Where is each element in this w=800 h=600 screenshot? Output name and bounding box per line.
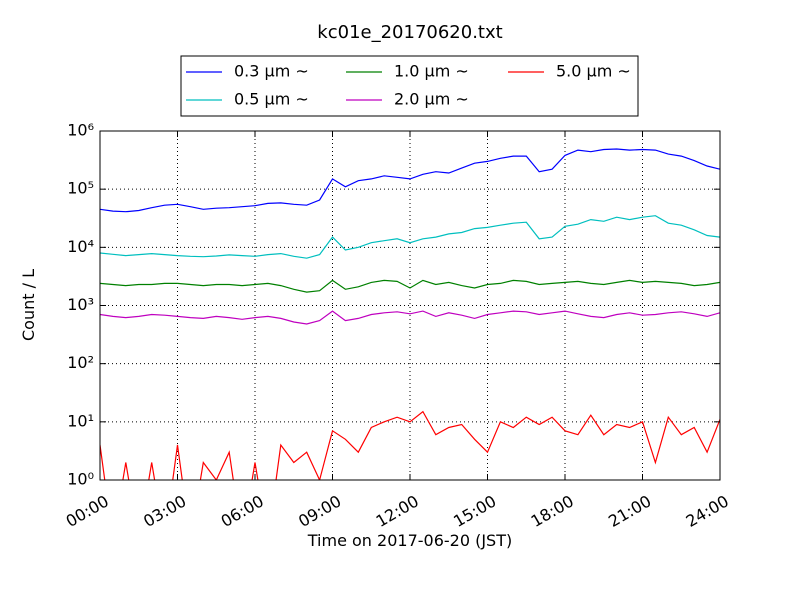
legend-label: 0.5 μm ~ [234,90,309,109]
legend-label: 5.0 μm ~ [556,62,631,81]
plot-lines [100,148,720,480]
series-line [100,279,720,293]
legend-label: 1.0 μm ~ [394,62,469,81]
series-line [100,148,720,213]
y-axis-label: Count / L [19,269,38,341]
y-tick-label: 10⁵ [67,179,94,198]
y-tick-label: 10² [67,353,94,372]
y-tick-label: 10⁴ [67,237,94,256]
legend-label: 0.3 μm ~ [234,62,309,81]
series-line [100,215,720,259]
legend-label: 2.0 μm ~ [394,90,469,109]
y-tick-label: 10³ [67,295,94,314]
y-tick-label: 10⁶ [67,121,94,140]
x-axis-label: Time on 2017-06-20 (JST) [307,531,512,550]
y-tick-label: 10⁰ [67,470,94,489]
legend-box [180,55,639,117]
series-line [100,410,720,480]
chart-title: kc01e_20170620.txt [317,22,502,43]
series-line [100,310,720,325]
legend: 0.3 μm ~ 0.5 μm ~ 1.0 μm ~ 2.0 μm ~ 5.0 μm ~ [180,55,639,117]
y-tick-label: 10¹ [67,411,94,430]
